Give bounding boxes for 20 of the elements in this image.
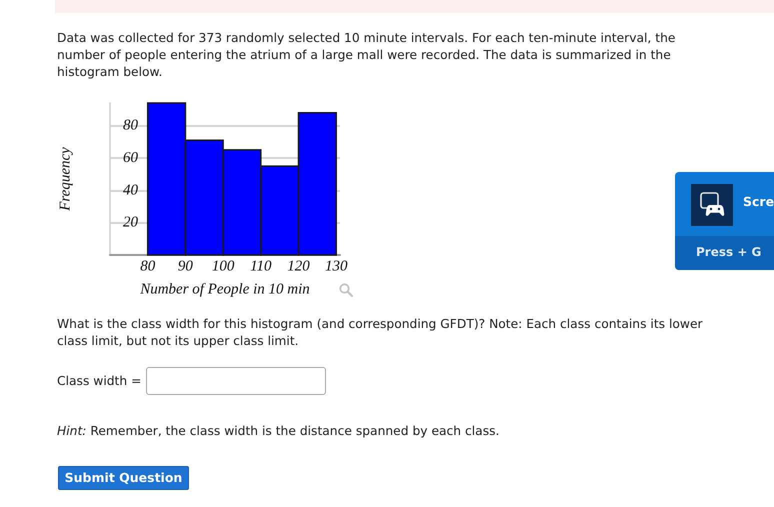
text: Remember, the class width is the distance spanned by each class. <box>90 424 500 438</box>
x-tick-label: 100 <box>212 258 235 274</box>
x-tick-label: 110 <box>250 258 272 274</box>
x-axis-title: Number of People in 10 min <box>139 282 310 298</box>
x-tick-label: 120 <box>287 258 310 274</box>
text: Press + G <box>696 244 762 260</box>
y-tick-label: 40 <box>123 182 138 198</box>
button: Submit Question <box>58 466 189 490</box>
x-tick-label: 80 <box>140 258 156 274</box>
text: Class width = <box>57 373 142 390</box>
text: Hint: <box>57 424 86 438</box>
y-axis-title: Frequency <box>58 146 74 212</box>
text: Scre <box>743 194 774 210</box>
text: What is the class width for this histogram (and corresponding GFDT)? Note: Each class contains its lower class limit, but not its upper class limit. <box>57 316 704 350</box>
text: Data was collected for 373 randomly selected 10 minute intervals. For each ten-minute interval, the number of people entering the atrium of a large mall were recorded. The data is summarized in the histogram below. <box>57 30 676 81</box>
y-tick-label: 80 <box>123 118 138 134</box>
x-tick-label: 90 <box>178 258 194 274</box>
y-tick-label: 60 <box>123 150 138 166</box>
y-tick-label: 20 <box>123 214 138 231</box>
x-tick-label: 130 <box>324 258 348 274</box>
